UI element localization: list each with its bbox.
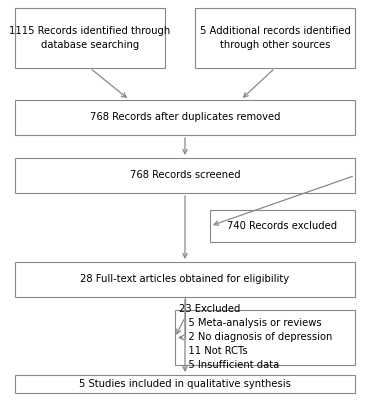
- Bar: [15, 158, 355, 193]
- Bar: [175, 310, 355, 365]
- Text: 28 Full-text articles obtained for eligibility: 28 Full-text articles obtained for eligi…: [80, 274, 290, 284]
- Text: 5 Additional records identified
through other sources: 5 Additional records identified through …: [199, 26, 350, 50]
- Text: 23 Excluded
   5 Meta-analysis or reviews
   2 No diagnosis of depression
   11 : 23 Excluded 5 Meta-analysis or reviews 2…: [179, 304, 332, 370]
- Text: 768 Records after duplicates removed: 768 Records after duplicates removed: [90, 112, 280, 122]
- Bar: [15, 8, 165, 68]
- Text: 1115 Records identified through
database searching: 1115 Records identified through database…: [9, 26, 171, 50]
- Text: 5 Studies included in qualitative synthesis: 5 Studies included in qualitative synthe…: [79, 379, 291, 389]
- Bar: [15, 100, 355, 135]
- Bar: [195, 8, 355, 68]
- Bar: [210, 210, 355, 242]
- Text: 740 Records excluded: 740 Records excluded: [228, 221, 337, 231]
- Bar: [15, 375, 355, 393]
- Bar: [15, 262, 355, 297]
- Text: 768 Records screened: 768 Records screened: [130, 170, 240, 180]
